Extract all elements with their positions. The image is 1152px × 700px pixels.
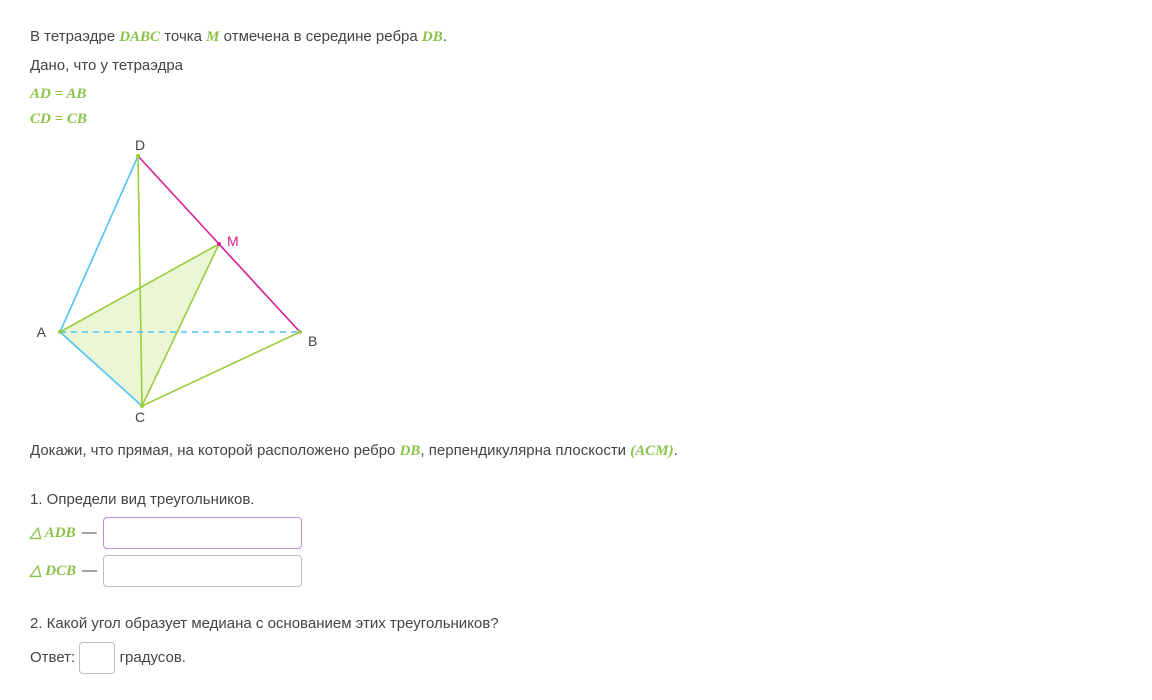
- intro-t3: отмечена в середине ребра: [220, 28, 422, 45]
- prove-acm: (ACM): [630, 443, 673, 459]
- given-eq1: AD = AB: [30, 83, 1122, 106]
- prove-t3: .: [674, 442, 678, 459]
- math-m: M: [206, 29, 219, 45]
- svg-text:B: B: [308, 333, 317, 349]
- q1-row-adb: △ ADB —: [30, 517, 1122, 549]
- q2-suffix: градусов.: [120, 648, 186, 665]
- triangle-adb-input[interactable]: [103, 517, 302, 549]
- math-dabc: DABC: [119, 29, 160, 45]
- eq1-right: AB: [66, 86, 86, 102]
- given-intro: Дано, что у тетраэдра: [30, 55, 1122, 78]
- q2-label: 2. Какой угол образует медиана с основан…: [30, 613, 1122, 636]
- given-eq2: CD = CB: [30, 108, 1122, 131]
- angle-input[interactable]: [79, 642, 115, 674]
- eq2-sign: =: [51, 111, 67, 127]
- q2-answer-line: Ответ: градусов.: [30, 642, 1122, 674]
- eq1-left: AD: [30, 86, 51, 102]
- svg-text:D: D: [135, 137, 145, 153]
- q1-tri1: △ ADB: [30, 522, 76, 545]
- q2-prefix: Ответ:: [30, 648, 79, 665]
- svg-text:A: A: [37, 324, 47, 340]
- triangle-dcb-input[interactable]: [103, 555, 302, 587]
- tetrahedron-diagram: A B C D M: [30, 134, 330, 434]
- prove-db: DB: [400, 443, 421, 459]
- svg-text:C: C: [135, 409, 145, 425]
- svg-text:M: M: [227, 233, 239, 249]
- q1-dash2: —: [82, 560, 97, 583]
- intro-line: В тетраэдре DABC точка M отмечена в сере…: [30, 26, 1122, 49]
- prove-t2: , перпендикулярна плоскости: [420, 442, 630, 459]
- q1-row-dcb: △ DCB —: [30, 555, 1122, 587]
- eq2-right: CB: [67, 111, 87, 127]
- intro-t2: точка: [160, 28, 206, 45]
- prove-line: Докажи, что прямая, на которой расположе…: [30, 440, 1122, 463]
- prove-t1: Докажи, что прямая, на которой расположе…: [30, 442, 400, 459]
- intro-t1: В тетраэдре: [30, 28, 119, 45]
- q1-label: 1. Определи вид треугольников.: [30, 489, 1122, 512]
- eq1-sign: =: [51, 86, 67, 102]
- q1-dash1: —: [82, 522, 97, 545]
- math-db: DB: [422, 29, 443, 45]
- eq2-left: CD: [30, 111, 51, 127]
- q1-tri2: △ DCB: [30, 560, 76, 583]
- intro-t4: .: [443, 28, 447, 45]
